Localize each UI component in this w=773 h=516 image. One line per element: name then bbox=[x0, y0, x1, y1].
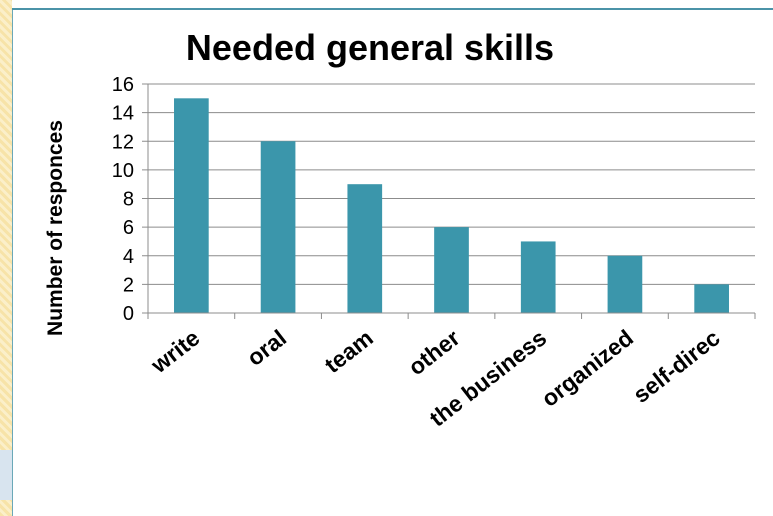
decorative-border-strip bbox=[0, 0, 13, 516]
y-tick-label-0: 0 bbox=[123, 303, 134, 325]
top-border-rule bbox=[12, 0, 773, 10]
y-tick-label-3: 6 bbox=[123, 217, 134, 239]
bar-self-direc bbox=[694, 284, 729, 313]
y-tick-label-5: 10 bbox=[112, 160, 134, 182]
y-tick-label-8: 16 bbox=[112, 74, 134, 96]
x-category-label-5: organized bbox=[536, 324, 638, 411]
bar-organized bbox=[607, 255, 643, 313]
chart-title: Needed general skills bbox=[186, 27, 554, 68]
bar-the-business bbox=[520, 241, 556, 313]
x-category-label-0: write bbox=[145, 324, 204, 378]
y-tick-label-2: 4 bbox=[123, 246, 134, 268]
bar-other bbox=[434, 227, 469, 313]
x-category-label-6: self-direc bbox=[628, 324, 725, 408]
bar-team bbox=[347, 184, 383, 313]
y-tick-labels: 0 2 4 6 8 10 12 14 16 bbox=[112, 74, 134, 325]
bars bbox=[174, 98, 729, 313]
bar-write bbox=[174, 98, 209, 313]
gridlines bbox=[148, 83, 755, 285]
corner-logo-fragment bbox=[0, 450, 12, 500]
y-tick-label-7: 14 bbox=[112, 103, 134, 125]
y-tick-label-1: 2 bbox=[123, 274, 134, 296]
x-category-label-3: other bbox=[403, 324, 464, 380]
x-category-label-2: team bbox=[320, 324, 378, 378]
y-tick-label-6: 12 bbox=[112, 131, 134, 153]
axes bbox=[142, 83, 756, 319]
bar-oral bbox=[260, 141, 296, 313]
y-tick-label-4: 8 bbox=[123, 189, 134, 211]
x-category-label-1: oral bbox=[242, 324, 291, 370]
y-axis-label: Number of responces bbox=[44, 120, 67, 336]
